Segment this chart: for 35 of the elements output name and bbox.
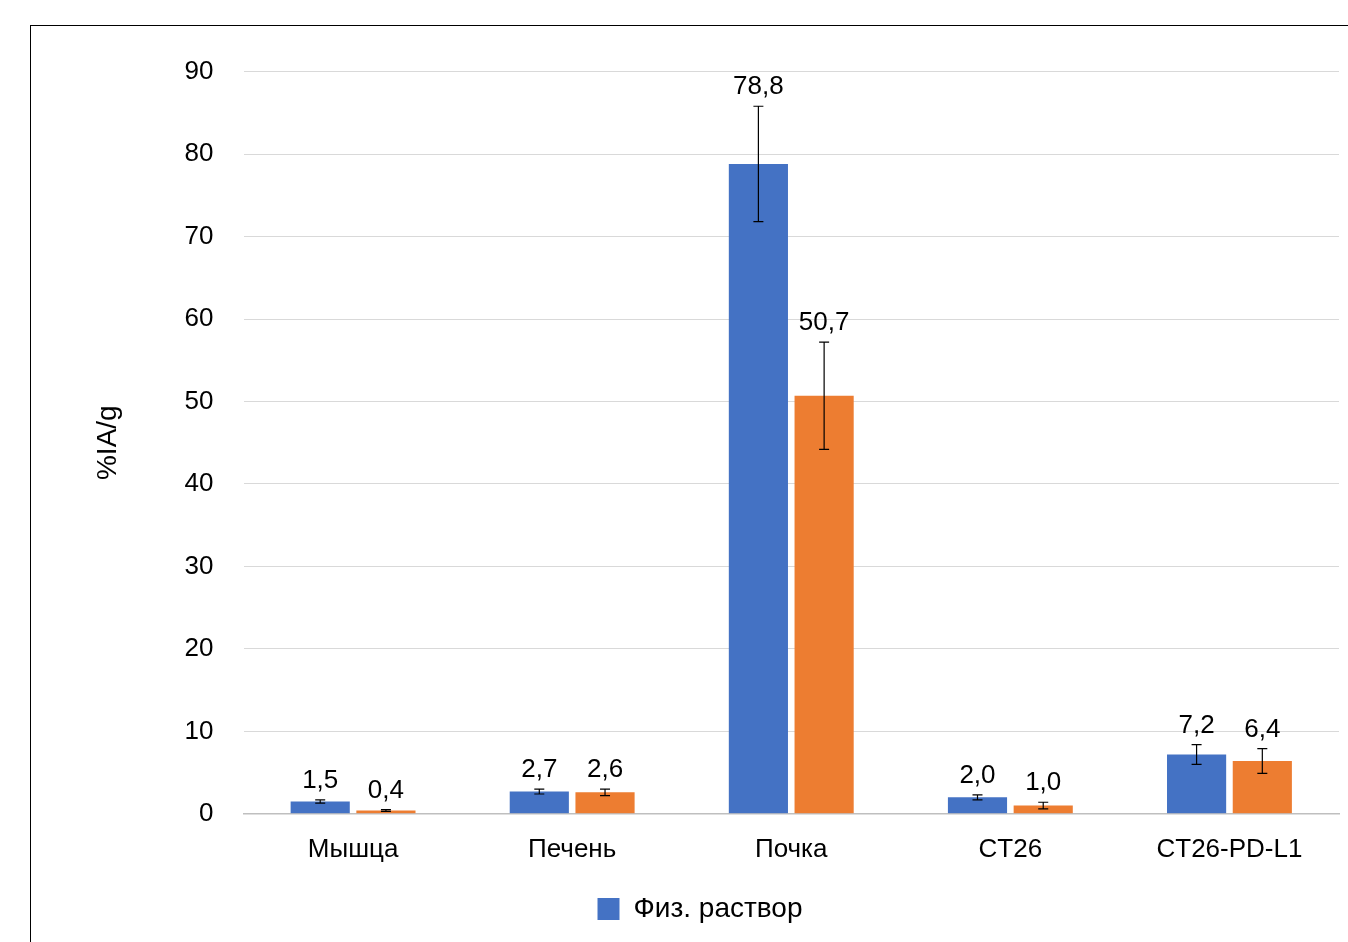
y-tick-label: 70 (184, 219, 214, 250)
y-tick-label: 30 (184, 549, 214, 580)
data-label: 50,7 (798, 306, 850, 337)
y-axis-title: %IA/g (90, 405, 122, 481)
x-tick-label: CT26 (978, 832, 1043, 863)
bar (575, 792, 635, 814)
bar (728, 163, 788, 814)
data-label: 2,0 (959, 759, 996, 789)
x-tick-label: CT26-PD-L1 (1156, 832, 1303, 863)
data-label: 2,6 (586, 753, 624, 784)
x-tick-label: Мышца (307, 832, 399, 863)
data-label: 78,8 (733, 70, 784, 101)
bar (1232, 761, 1292, 814)
y-tick-label: 20 (184, 632, 214, 663)
y-tick-label: 10 (184, 714, 214, 745)
y-tick-label: 60 (184, 302, 214, 333)
x-tick-label: Почка (754, 832, 829, 863)
legend-label: Физ. раствор (633, 891, 803, 923)
bar (1167, 754, 1227, 814)
bar (947, 797, 1008, 814)
data-label: 2,7 (521, 753, 558, 784)
y-tick-label: 80 (184, 137, 214, 168)
bar (509, 791, 569, 814)
y-tick-label: 50 (184, 384, 214, 415)
data-label: 0,4 (367, 773, 405, 804)
data-label: 1,5 (302, 763, 339, 794)
data-label: 6,4 (1244, 712, 1281, 743)
data-label: 7,2 (1178, 708, 1215, 739)
y-tick-label: 0 (199, 796, 214, 827)
bar (290, 801, 350, 814)
y-tick-label: 40 (184, 467, 214, 498)
data-label: 1,0 (1025, 766, 1062, 797)
y-tick-label: 90 (184, 54, 214, 85)
x-tick-label: Печень (528, 832, 617, 863)
bar (794, 395, 854, 814)
